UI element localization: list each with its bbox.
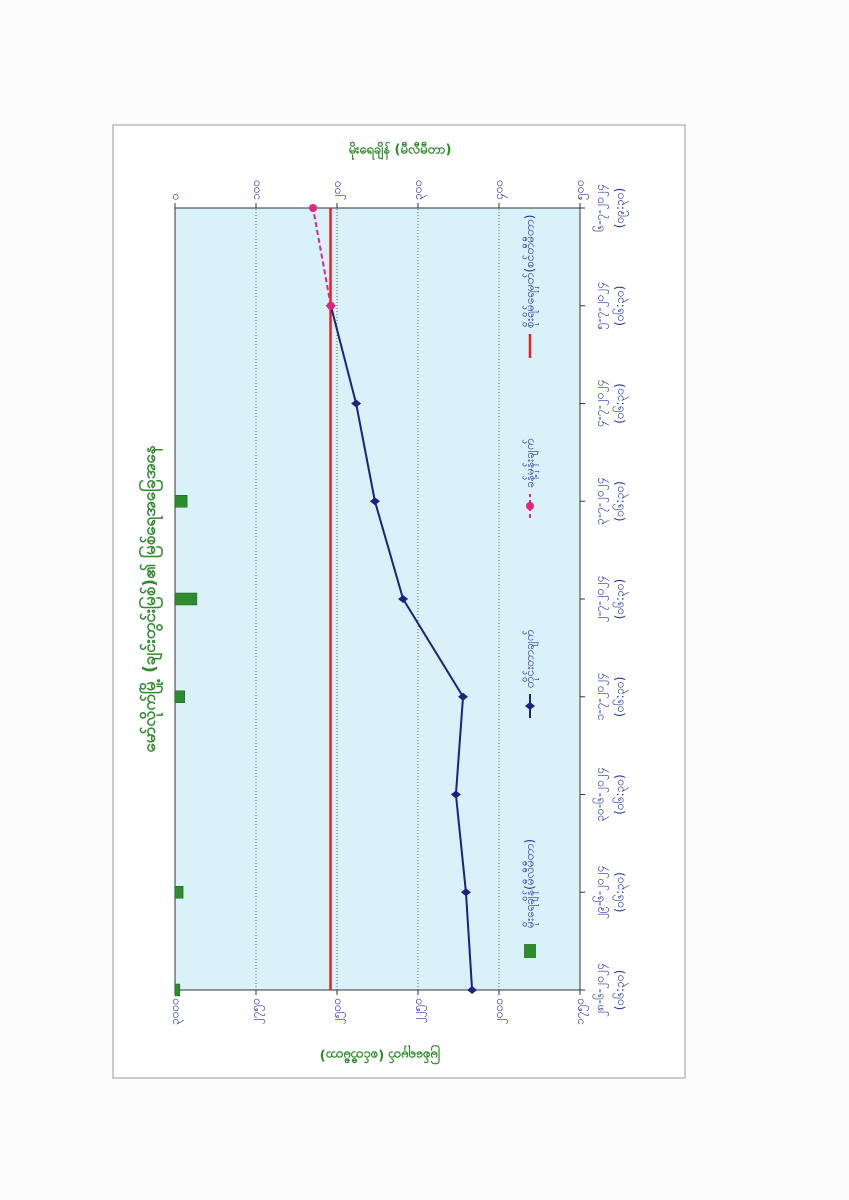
rotated-chart: မော်လိုက်မြို့ (ချင်းတွင်းမြစ်)၏ မြစ်ရေအ… (137, 180, 630, 1025)
point (450, 790, 461, 799)
legend-label: မိုးရေချိန်(မီလီမီတာ) (522, 839, 540, 928)
point (467, 986, 478, 994)
y2-tick-label: ၄၀၀ (492, 180, 509, 200)
legend-label: တိုင်းတာချက် (522, 630, 540, 688)
y-tick-label: ၂၀၀၀ (492, 998, 509, 1024)
legend-label: စိုးရိမ်ရေမှတ်(စင်တီမီတာ) (522, 215, 540, 328)
y2-tick-label: ၂၀၀ (330, 181, 347, 200)
y2-tick-label: ၃၀၀ (411, 180, 428, 200)
y2-tick-label: ၁၀၀ (249, 180, 263, 200)
y-axis-title: မြစ်ရေမှတ် (စင်တီမီတာ) (320, 1045, 441, 1066)
point (369, 497, 380, 506)
y-tick-label: ၂၇၅၀ (249, 998, 266, 1024)
x-tick-time: (၀၆:၃၀) (612, 579, 630, 619)
x-tick-time: (၀၉:၃၀) (613, 188, 630, 228)
y-tick-label: ၂၂၅၀ (411, 998, 428, 1023)
y2-tick-label: ၅၀၀ (573, 180, 590, 200)
legend-swatch (525, 702, 535, 710)
rain-bar (174, 592, 198, 606)
rain-bar (174, 495, 188, 508)
x-tick-label: ၃-၇-၂၀၂၄ (593, 478, 610, 525)
y2-tick-label: ၀ (168, 193, 182, 200)
x-tick-label: ၁-၇-၂၀၂၄ (593, 673, 610, 720)
plot-area (174, 207, 581, 991)
chart-title: မော်လိုက်မြို့ (ချင်းတွင်းမြစ်)၏ မြစ်ရေအ… (137, 445, 164, 752)
x-tick-label: ၃၀-၆-၂၀၂၄ (592, 767, 610, 821)
x-tick-time: (၀၆:၃၀) (612, 286, 630, 326)
x-tick-time: (၀၆:၃၀) (612, 677, 630, 717)
x-tick-label: ၂-၇-၂၀၂၄ (593, 576, 610, 623)
rain-bar (174, 886, 184, 899)
point (460, 888, 471, 897)
x-tick-label: ၆-၇-၂၀၂၄ (592, 184, 610, 231)
point (326, 301, 335, 310)
x-tick-time: (၀၆:၃၀) (612, 872, 630, 912)
rain-bar (174, 983, 181, 997)
y-tick-label: ၁၇၅၀ (573, 998, 590, 1025)
x-tick-time: (၀၆:၃၀) (612, 970, 630, 1010)
x-tick-time: (၀၆:၃၀) (612, 481, 630, 521)
rain-bar (174, 690, 185, 703)
x-tick-time: (၀၆:၃၀) (612, 774, 630, 814)
series-line (312, 207, 332, 306)
y-tick-label: ၂၅၀၀ (330, 998, 347, 1024)
x-tick-label: ၅-၇-၂၀၂၄ (593, 282, 610, 329)
x-tick-label: ၂၈-၆-၂၀၂၄ (592, 963, 610, 1016)
point (398, 595, 409, 603)
point (351, 399, 362, 408)
point (309, 204, 318, 212)
point (458, 692, 469, 701)
x-tick-time: (၀၆:၃၀) (612, 383, 630, 423)
legend-swatch (524, 944, 536, 958)
series-line (329, 305, 474, 991)
x-tick-label: ၂၉-၆-၂၀၂၄ (592, 866, 610, 919)
legend-label: ခန့်မှန်းချက် (522, 439, 540, 488)
y2-axis-title: မိုးရေချိန် (မီလီမီတာ) (349, 141, 452, 161)
y-tick-label: ၃၀၀၀ (168, 998, 185, 1025)
x-tick-label: ၄-၇-၂၀၂၄ (593, 380, 610, 427)
legend-swatch (526, 502, 534, 510)
